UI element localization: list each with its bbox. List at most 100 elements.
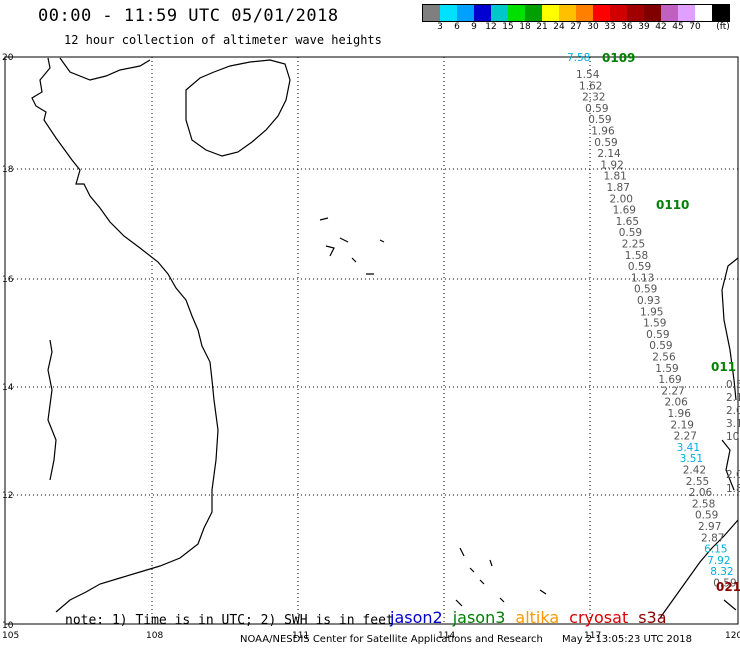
coastlines: [31, 57, 739, 619]
track-value: 0.59: [588, 114, 611, 126]
track-value: 2.97: [698, 521, 721, 533]
track-value: 0.59: [646, 329, 669, 341]
track-value: 3.51: [680, 453, 703, 465]
lat-lon-grid: [5, 57, 738, 624]
west-coast-fragment: [47, 339, 57, 481]
scale-swatch: [457, 5, 474, 21]
track-value: 1.96: [668, 408, 692, 420]
scale-label: 42: [655, 22, 667, 32]
lat-label: 18: [2, 165, 14, 175]
scale-label: 45: [672, 22, 684, 32]
scale-swatch: [712, 5, 729, 21]
latitude-labels: 20 18 16 14 12 10: [2, 53, 14, 631]
scale-swatch: [423, 5, 440, 21]
scale-label: 21: [536, 22, 548, 32]
scale-label: 24: [553, 22, 565, 32]
track-value: 0.59: [713, 578, 736, 590]
track-value: 2.06: [689, 487, 713, 499]
pass-label: 0109: [602, 51, 635, 65]
track-value: 0.59: [594, 137, 617, 149]
lon-label: 111: [292, 631, 309, 641]
scale-label: 33: [604, 22, 616, 32]
track-value: 0.59: [649, 340, 672, 352]
map-frame: [4, 56, 739, 625]
scale-label: 12: [485, 22, 497, 32]
scale-swatch: [678, 5, 695, 21]
track-value: 2.19: [671, 419, 694, 431]
track-value: 10: [726, 431, 739, 443]
pass-label: 011: [711, 360, 736, 374]
track-value: 2.27: [661, 385, 684, 397]
track-value: 2.0: [726, 405, 740, 417]
track-value: 1.58: [625, 250, 648, 262]
lat-label: 16: [2, 275, 14, 285]
track-value: 1.13: [631, 272, 654, 284]
scale-unit-label: (ft): [716, 22, 730, 32]
altimeter-track: 7.581.541.622.320.590.591.960.592.141.92…: [567, 52, 737, 590]
satellite-legend-item: s3a: [638, 608, 667, 627]
lon-label: 114: [438, 631, 455, 641]
hainan-coastline: [185, 59, 291, 157]
scale-swatch: [593, 5, 610, 21]
track-value: 1.54: [576, 69, 600, 81]
spratly-islands: [455, 547, 547, 607]
track-value: 7.58: [567, 52, 590, 64]
scale-swatch: [695, 5, 712, 21]
lon-label: 105: [2, 631, 19, 641]
lat-label: 12: [2, 491, 13, 501]
pass-label: 021: [716, 580, 740, 594]
track-value: 2.42: [683, 465, 706, 477]
scale-swatch: [525, 5, 542, 21]
philippines-islands: [721, 439, 737, 611]
track-value: 2.56: [652, 352, 676, 364]
lon-label: 108: [146, 631, 163, 641]
satellite-legend-item: altika: [515, 608, 560, 627]
track-value: 2.32: [582, 92, 605, 104]
scale-swatch: [508, 5, 525, 21]
track-value: 1.59: [655, 363, 678, 375]
scale-swatch: [559, 5, 576, 21]
scale-swatch: [627, 5, 644, 21]
track-value: 8.32: [710, 566, 733, 578]
generated-timestamp: May 2 13:05:23 UTC 2018: [562, 634, 692, 645]
units-note: note: 1) Time is in UTC; 2) SWH is in fe…: [65, 613, 394, 628]
track-value: 2.55: [686, 476, 709, 488]
track-value: 0.59: [695, 510, 718, 522]
track-value: 0.59: [619, 227, 642, 239]
track-value: 3.1: [726, 418, 740, 430]
pass-label: 0110: [656, 198, 689, 212]
track-value: 2.25: [622, 239, 645, 251]
track-value: 1.96: [591, 126, 615, 138]
pass-labels: 0109 0110 011 021: [602, 51, 740, 594]
satellite-legend: jason2 jason3 altika cryosat s3a: [390, 608, 677, 627]
track-value: 2.87: [701, 532, 724, 544]
track-value: 2.58: [692, 498, 715, 510]
scale-label: 30: [587, 22, 599, 32]
track-value: 0.5: [726, 379, 740, 391]
scale-swatch: [474, 5, 491, 21]
satellite-legend-item: cryosat: [569, 608, 629, 627]
track-value: 0.59: [585, 103, 608, 115]
lat-label: 20: [2, 53, 14, 63]
scale-label: 15: [502, 22, 514, 32]
track-value: 1.87: [607, 182, 630, 194]
luzon-coastline: [721, 257, 739, 401]
credit-text: NOAA/NESDIS Center for Satellite Applica…: [240, 634, 543, 645]
scale-swatch: [542, 5, 559, 21]
track-value: 0.59: [628, 261, 651, 273]
track-value: 3.41: [677, 442, 700, 454]
track-value: 1.81: [603, 171, 626, 183]
track-value: 2.14: [597, 148, 621, 160]
track-value: 2.27: [674, 431, 697, 443]
scale-label: 70: [689, 22, 701, 32]
wave-height-color-scale: [422, 4, 730, 22]
track-value: 1.81: [726, 483, 740, 495]
track-value: 0.59: [634, 284, 657, 296]
scale-label: 36: [621, 22, 633, 32]
lon-label: 120: [725, 631, 740, 641]
map-subtitle: 12 hour collection of altimeter wave hei…: [64, 33, 382, 47]
map-title: 00:00 - 11:59 UTC 05/01/2018: [38, 6, 339, 26]
footer: NOAA/NESDIS Center for Satellite Applica…: [240, 634, 692, 645]
